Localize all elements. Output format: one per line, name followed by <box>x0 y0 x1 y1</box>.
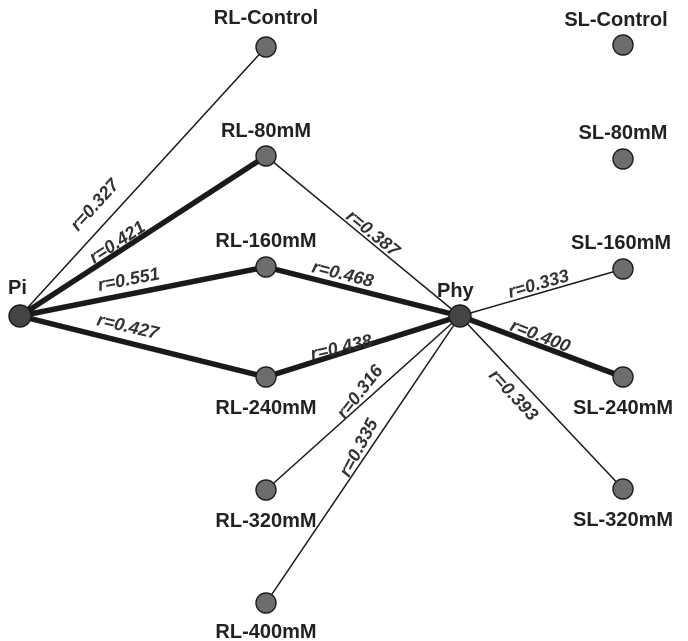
hub-label-pi: Pi <box>8 277 27 299</box>
node-label-rl-160: RL-160mM <box>215 230 316 252</box>
node-rl-400 <box>255 592 277 614</box>
node-rl-320 <box>255 479 277 501</box>
node-label-sl-80: SL-80mM <box>579 122 668 144</box>
edge-phy-rl-80 <box>265 155 461 317</box>
edge-label-phy-rl-240: r=0.438 <box>308 330 373 364</box>
edge-label-pi-rl-80: r=0.421 <box>85 216 148 267</box>
node-label-rl-80: RL-80mM <box>221 120 311 142</box>
edge-phy-rl-160 <box>265 264 461 319</box>
node-sl-320 <box>612 478 634 500</box>
node-rl-80 <box>255 145 277 167</box>
node-sl-80 <box>612 148 634 170</box>
edge-label-phy-rl-320: r=0.316 <box>332 360 387 422</box>
edge-pi-rl-160 <box>19 264 267 319</box>
edge-phy-rl-240 <box>265 313 461 380</box>
edge-label-phy-sl-160: r=0.333 <box>506 265 572 301</box>
node-rl-240 <box>255 366 277 388</box>
edge-phy-sl-320 <box>459 315 624 490</box>
node-label-rl-240: RL-240mM <box>215 397 316 419</box>
node-rl-160 <box>255 256 277 278</box>
edge-phy-sl-160 <box>459 268 624 317</box>
node-label-sl-160: SL-160mM <box>571 232 671 254</box>
node-sl-control <box>612 34 634 56</box>
edge-phy-rl-400 <box>265 315 461 604</box>
node-rl-control <box>255 36 277 58</box>
node-label-rl-320: RL-320mM <box>215 510 316 532</box>
edge-label-phy-rl-80: r=0.387 <box>342 206 404 262</box>
edge-pi-rl-80 <box>18 153 268 319</box>
node-sl-160 <box>612 258 634 280</box>
node-label-rl-control: RL-Control <box>214 7 318 29</box>
node-label-sl-240: SL-240mM <box>573 397 673 419</box>
edge-pi-rl-240 <box>19 313 267 380</box>
node-pi <box>8 304 32 328</box>
edge-label-phy-rl-400: r=0.335 <box>335 414 382 480</box>
node-label-sl-320: SL-320mM <box>573 509 673 531</box>
node-phy <box>448 304 472 328</box>
node-label-rl-400: RL-400mM <box>215 621 316 641</box>
edge-phy-sl-240 <box>459 313 624 380</box>
edge-label-pi-rl-control: r=0.327 <box>66 174 123 235</box>
edge-pi-rl-control <box>19 46 267 317</box>
node-label-sl-control: SL-Control <box>564 9 667 31</box>
hub-label-phy: Phy <box>437 280 475 302</box>
edge-phy-rl-320 <box>265 315 461 491</box>
node-sl-240 <box>612 366 634 388</box>
edge-label-phy-sl-240: r=0.400 <box>508 315 574 356</box>
